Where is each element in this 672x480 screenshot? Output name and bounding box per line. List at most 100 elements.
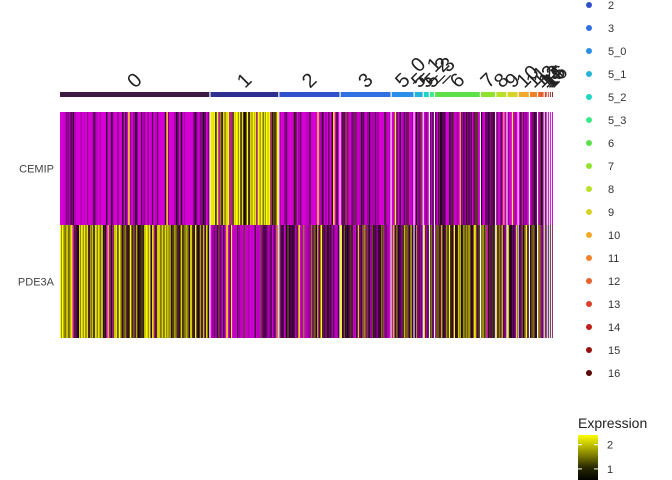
heat-cell <box>298 112 300 225</box>
heat-cell <box>215 225 217 338</box>
heat-cell <box>224 112 227 225</box>
heat-cell <box>63 112 65 225</box>
heat-cell <box>381 225 383 338</box>
heat-cell <box>133 112 134 225</box>
heat-cell <box>402 225 404 338</box>
heat-cell <box>98 112 100 225</box>
heat-cell <box>397 225 399 338</box>
heat-cell <box>216 112 219 225</box>
legend-label-14: 14 <box>608 322 620 334</box>
heat-cell <box>453 225 455 338</box>
heat-cell <box>295 112 297 225</box>
heat-cell <box>96 225 98 338</box>
heat-cell <box>521 112 523 225</box>
heat-cell <box>292 112 294 225</box>
heat-cell <box>198 225 200 338</box>
heat-cell <box>356 112 358 225</box>
heat-cell <box>465 225 467 338</box>
heat-cell <box>472 112 474 225</box>
heat-cell <box>187 225 189 338</box>
heat-cell <box>334 112 336 225</box>
heat-cell <box>150 112 152 225</box>
colorbar-tick-label: 2 <box>607 440 613 452</box>
heat-cell <box>112 225 114 338</box>
heat-cell <box>168 225 170 338</box>
heat-cell <box>444 225 446 338</box>
heat-cell <box>351 112 353 225</box>
heat-cell <box>507 112 509 225</box>
heat-cell <box>242 112 243 225</box>
heat-cell <box>160 225 162 338</box>
heat-cell <box>514 225 516 338</box>
cluster-bar-5_1 <box>414 92 423 97</box>
heat-cell <box>438 225 440 338</box>
heat-cell <box>139 112 141 225</box>
heat-cell <box>80 112 83 225</box>
heat-cell <box>115 112 117 225</box>
heat-cell <box>516 225 518 338</box>
heat-cell <box>456 112 458 225</box>
heat-cell <box>129 112 131 225</box>
heat-cell <box>182 112 184 225</box>
heat-cell <box>359 225 361 338</box>
heat-cell <box>185 225 187 338</box>
heat-cell <box>136 225 138 338</box>
heat-cell <box>175 225 177 338</box>
heat-cell <box>114 225 116 338</box>
heat-cell <box>354 112 356 225</box>
heat-cell <box>320 225 323 338</box>
heat-cell <box>532 112 534 225</box>
heat-cell <box>77 225 80 338</box>
heat-cell <box>486 112 488 225</box>
heat-cell <box>279 225 281 338</box>
heat-cell <box>469 112 470 225</box>
heat-cell <box>317 112 319 225</box>
legend-label-16: 16 <box>608 368 620 380</box>
heat-cell <box>351 225 353 338</box>
heat-cell <box>318 112 321 225</box>
heat-cell <box>388 112 391 225</box>
heat-cell <box>325 225 327 338</box>
heat-cell <box>525 112 528 225</box>
heat-cell <box>382 225 385 338</box>
heat-cell <box>142 225 145 338</box>
heat-cell <box>207 112 210 225</box>
heat-cell <box>180 225 182 338</box>
heat-cell <box>267 112 269 225</box>
heat-cell <box>510 112 512 225</box>
heat-cell <box>314 112 316 225</box>
heat-cell <box>82 112 84 225</box>
heat-cell <box>356 225 358 338</box>
heat-cell <box>212 112 214 225</box>
heat-cell <box>293 112 296 225</box>
heat-cell <box>195 112 197 225</box>
heat-cell <box>312 225 314 338</box>
heat-cell <box>388 225 391 338</box>
heat-cell <box>172 225 175 338</box>
heat-cell <box>485 225 487 338</box>
heat-cell <box>69 225 72 338</box>
heat-cell <box>435 112 437 225</box>
colorbar <box>578 435 598 480</box>
heat-cell <box>99 225 102 338</box>
heat-cell <box>67 225 69 338</box>
cluster-label-3: 3 <box>354 69 377 92</box>
heat-cell <box>193 225 195 338</box>
heat-cell <box>387 225 389 338</box>
heat-cell <box>337 112 340 225</box>
heat-cell <box>257 225 259 338</box>
heat-cell <box>483 112 486 225</box>
heat-cell <box>462 112 464 225</box>
cluster-bar-6 <box>435 92 480 97</box>
heat-cell <box>235 225 237 338</box>
heat-cell <box>101 112 103 225</box>
heat-cell <box>472 225 474 338</box>
heat-cell <box>63 225 65 338</box>
heat-cell <box>306 225 308 338</box>
heat-cell <box>185 112 187 225</box>
heat-cell <box>408 225 411 338</box>
legend-label-12: 12 <box>608 276 620 288</box>
heat-cell <box>249 225 252 338</box>
legend-key-16 <box>586 370 592 376</box>
heat-cell <box>429 112 431 225</box>
